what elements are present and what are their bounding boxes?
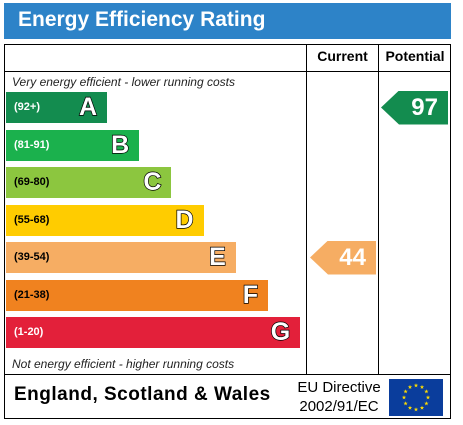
eu-star-icon — [401, 395, 407, 400]
potential-column-divider — [378, 44, 379, 374]
band-letter-label: G — [270, 317, 291, 346]
chart-title: Energy Efficiency Rating — [18, 8, 266, 31]
current-column-divider — [306, 44, 307, 374]
band-g: (1-20) G — [6, 317, 301, 348]
eu-star-icon — [419, 384, 425, 389]
band-range-label: (92+) — [14, 101, 40, 113]
eu-directive-line1: EU Directive — [297, 379, 381, 396]
region-label: England, Scotland & Wales — [14, 384, 271, 405]
band-letter-label: E — [208, 242, 226, 271]
band-a: (92+) A — [6, 92, 107, 123]
eu-star-icon — [407, 384, 413, 389]
potential-column-header: Potential — [385, 48, 445, 64]
eu-star-icon — [407, 405, 413, 410]
band-letter-label: B — [110, 130, 130, 159]
band-range-label: (39-54) — [14, 251, 50, 263]
band-c: (69-80) C — [6, 167, 172, 198]
eu-flag-icon — [389, 379, 443, 416]
band-range-label: (55-68) — [14, 213, 50, 226]
current-rating-value: 44 — [339, 243, 366, 271]
band-range-label: (69-80) — [14, 176, 50, 188]
band-letter-label: C — [143, 167, 162, 196]
chart-frame — [4, 44, 451, 419]
eu-star-icon — [413, 407, 419, 412]
band-e: (39-54) E — [6, 242, 236, 273]
top-note: Very energy efficient - lower running co… — [12, 75, 235, 89]
band-b: (81-91) B — [6, 129, 140, 161]
eu-star-icon — [425, 395, 431, 400]
eu-star-icon — [413, 383, 419, 388]
header-divider — [4, 71, 451, 72]
eu-star-icon — [403, 389, 408, 394]
band-letter-label: F — [242, 280, 259, 309]
band-d: (55-68) D — [6, 204, 204, 236]
eu-star-icon — [419, 405, 425, 410]
band-range-label: (1-20) — [14, 326, 44, 338]
eu-star-icon — [424, 389, 429, 394]
band-f: (21-38) F — [6, 279, 268, 311]
eu-star-icon — [403, 401, 408, 406]
eu-directive: EU Directive 2002/91/EC — [290, 378, 388, 416]
title-bar: Energy Efficiency Rating — [4, 3, 451, 39]
band-letter-label: A — [78, 92, 97, 121]
footer-divider — [4, 374, 451, 375]
current-column-header: Current — [317, 48, 368, 64]
band-range-label: (81-91) — [14, 138, 50, 151]
band-letter-label: D — [175, 205, 194, 234]
eu-star-icon — [424, 401, 429, 406]
eu-directive-line2: 2002/91/EC — [299, 398, 379, 415]
bottom-note: Not energy efficient - higher running co… — [12, 357, 235, 371]
potential-rating-value: 97 — [411, 93, 438, 121]
band-range-label: (21-38) — [14, 288, 50, 301]
